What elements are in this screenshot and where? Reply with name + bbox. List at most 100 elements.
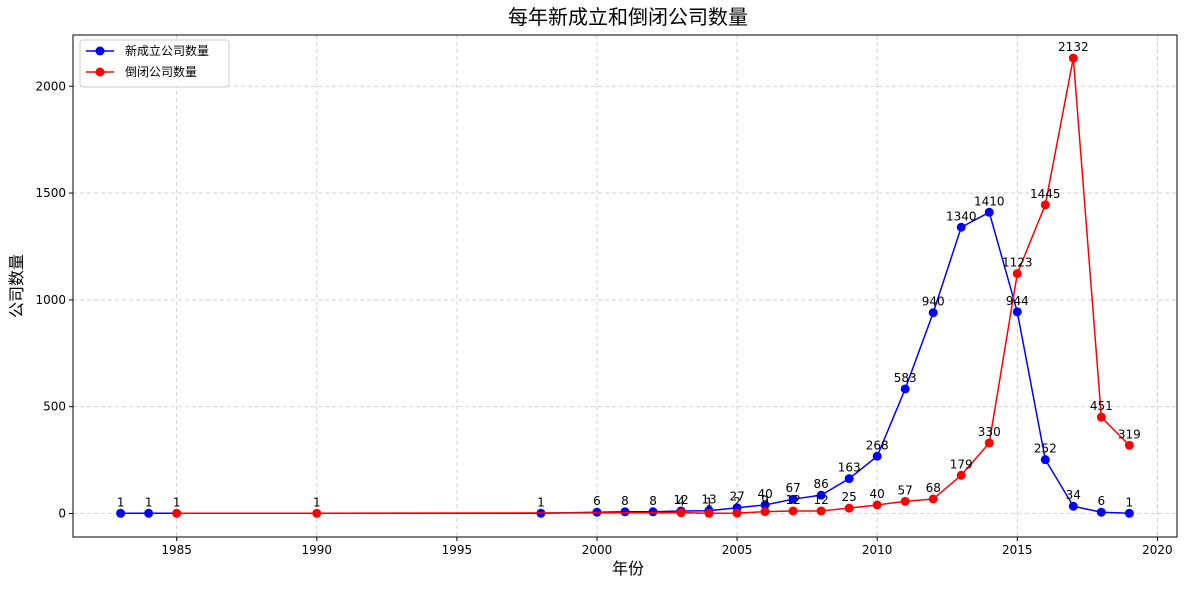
- closed-companies-value-label: 2: [733, 495, 741, 509]
- closed-companies-value-label: 12: [814, 493, 829, 507]
- x-tick-label: 1985: [161, 543, 192, 557]
- closed-companies-point: [844, 503, 854, 513]
- new-companies-point: [1096, 507, 1106, 517]
- closed-companies-point: [900, 496, 910, 506]
- data-labels: 1 1 1 6 8 8 12 13 27 40 67 861632685839401340141094…: [117, 40, 1141, 509]
- new-companies-value-label: 12: [673, 493, 688, 507]
- new-companies-point: [648, 507, 658, 517]
- y-tick-label: 0: [58, 507, 66, 521]
- new-companies-value-label: 1340: [946, 209, 977, 223]
- legend-label-new: 新成立公司数量: [125, 43, 209, 58]
- y-tick-label: 1000: [35, 293, 66, 307]
- new-companies-value-label: 67: [785, 481, 800, 495]
- closed-companies-value-label: 319: [1118, 427, 1141, 441]
- y-tick-label: 500: [43, 400, 66, 414]
- closed-companies-value-label: 330: [978, 425, 1001, 439]
- new-companies-point: [1124, 508, 1134, 518]
- closed-companies-value-label: 1: [313, 495, 321, 509]
- y-tick-label: 2000: [35, 79, 66, 93]
- closed-companies-point: [956, 470, 966, 480]
- closed-companies-point: [704, 508, 714, 518]
- new-companies-point: [788, 494, 798, 504]
- new-companies-point: [116, 508, 126, 518]
- closed-companies-point: [984, 438, 994, 448]
- closed-companies-value-label: 1: [705, 495, 713, 509]
- closed-companies-point: [928, 494, 938, 504]
- closed-companies-point: [172, 508, 182, 518]
- new-companies-value-label: 1: [117, 495, 125, 509]
- closed-companies-point: [760, 507, 770, 517]
- closed-companies-point: [1040, 200, 1050, 210]
- x-tick-label: 1995: [442, 543, 473, 557]
- new-companies-value-label: 1: [537, 495, 545, 509]
- y-axis-title: 公司数量: [7, 254, 26, 318]
- new-companies-value-label: 27: [729, 490, 744, 504]
- new-companies-point: [1040, 455, 1050, 465]
- closed-companies-point: [1068, 53, 1078, 63]
- x-axis-title: 年份: [612, 559, 644, 578]
- closed-companies-point: [816, 506, 826, 516]
- new-companies-value-label: 8: [621, 494, 629, 508]
- new-companies-value-label: 40: [757, 487, 772, 501]
- new-companies-value-label: 8: [649, 494, 657, 508]
- new-companies-point: [816, 490, 826, 500]
- closed-companies-value-label: 2132: [1058, 40, 1089, 54]
- x-tick-label: 2020: [1142, 543, 1173, 557]
- new-companies-point: [984, 207, 994, 217]
- x-tick-label: 2000: [582, 543, 613, 557]
- new-companies-value-label: 940: [922, 295, 945, 309]
- new-companies-point: [1012, 307, 1022, 317]
- new-companies-value-label: 583: [894, 371, 917, 385]
- closed-companies-point: [732, 508, 742, 518]
- legend-marker-closed: [95, 67, 105, 77]
- closed-companies-value-label: 25: [842, 490, 857, 504]
- legend: 新成立公司数量 倒闭公司数量: [79, 39, 230, 88]
- plot-area-frame: [72, 34, 1178, 538]
- new-companies-value-label: 6: [1098, 494, 1106, 508]
- new-companies-value-label: 13: [701, 493, 716, 507]
- legend-box: [79, 39, 230, 88]
- new-companies-point: [144, 508, 154, 518]
- new-companies-point: [760, 500, 770, 510]
- closed-companies-value-label: 40: [870, 487, 885, 501]
- new-companies-value-label: 34: [1066, 488, 1081, 502]
- closed-companies-value-label: 68: [926, 481, 941, 495]
- closed-companies-value-label: 1445: [1030, 187, 1061, 201]
- new-companies-value-label: 944: [1006, 294, 1029, 308]
- closed-companies-value-label: 9: [761, 494, 769, 508]
- chart-title: 每年新成立和倒闭公司数量: [508, 5, 748, 29]
- x-tick-label: 1990: [302, 543, 333, 557]
- closed-companies-point: [788, 506, 798, 516]
- new-companies-point: [900, 384, 910, 394]
- new-companies-point: [956, 222, 966, 232]
- new-companies-value-label: 268: [866, 438, 889, 452]
- new-companies-value-label: 1410: [974, 194, 1005, 208]
- x-tick-label: 2015: [1002, 543, 1033, 557]
- new-companies-value-label: 163: [838, 461, 861, 475]
- closed-companies-value-label: 1123: [1002, 256, 1033, 270]
- closed-companies-point: [676, 508, 686, 518]
- new-companies-value-label: 1: [1126, 495, 1134, 509]
- x-tick-label: 2005: [722, 543, 753, 557]
- new-companies-point: [928, 308, 938, 318]
- closed-companies-value-label: 1: [173, 495, 181, 509]
- closed-companies-point: [1012, 269, 1022, 279]
- new-companies-value-label: 1: [145, 495, 153, 509]
- closed-companies-value-label: 12: [785, 493, 800, 507]
- closed-companies-value-label: 4: [677, 495, 685, 509]
- x-tick-label: 2010: [862, 543, 893, 557]
- legend-label-closed: 倒闭公司数量: [125, 64, 197, 79]
- new-companies-point: [1068, 501, 1078, 511]
- new-companies-value-label: 6: [593, 494, 601, 508]
- closed-companies-value-label: 57: [898, 483, 913, 497]
- y-tick-label: 1500: [35, 186, 66, 200]
- closed-companies-point: [872, 500, 882, 510]
- new-companies-point: [844, 474, 854, 484]
- legend-marker-new: [95, 46, 105, 56]
- new-companies-point: [620, 507, 630, 517]
- closed-companies-point: [1124, 440, 1134, 450]
- series-group: [116, 53, 1134, 518]
- closed-companies-point: [1096, 412, 1106, 422]
